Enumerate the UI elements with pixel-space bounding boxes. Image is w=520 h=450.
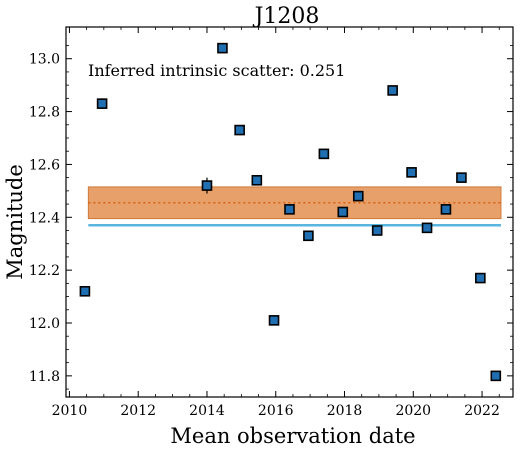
data-point: [421, 222, 433, 234]
x-tick-label: 2012: [120, 403, 156, 419]
y-tick-label: 12.6: [29, 157, 60, 173]
data-point: [352, 190, 364, 202]
x-axis-label: Mean observation date: [170, 424, 415, 448]
plot-frame: [65, 26, 514, 398]
y-axis-label: Magnitude: [3, 164, 27, 280]
x-tick-label: 2018: [327, 403, 363, 419]
data-point: [234, 124, 245, 136]
data-point: [96, 98, 108, 109]
x-tick-label: 2010: [52, 403, 88, 419]
data-point: [251, 174, 263, 186]
data-point: [318, 148, 330, 160]
x-tick-label: 2020: [395, 403, 431, 419]
y-tick-label: 12.0: [29, 316, 60, 332]
data-point: [217, 42, 228, 54]
data-point: [337, 206, 349, 218]
data-point: [475, 272, 486, 284]
plot-area: 2010 2012 2014 2016 2018 2020 2022 11.8 12.0 12.2…: [29, 26, 514, 419]
data-point: [406, 167, 417, 178]
data-point: [490, 370, 502, 382]
y-tick-label: 12.8: [29, 105, 60, 121]
x-tick-label: 2022: [464, 403, 500, 419]
data-point: [201, 180, 213, 191]
data-point: [284, 204, 295, 215]
data-point: [456, 172, 467, 183]
data-point: [268, 315, 280, 326]
chart-title: J1208: [253, 4, 320, 29]
x-tick-label: 2014: [189, 403, 225, 419]
x-tick-label: 2016: [258, 403, 294, 419]
y-tick-label: 13.0: [29, 52, 60, 68]
data-point: [387, 85, 398, 96]
y-tick-label: 12.4: [29, 210, 60, 226]
scatter-annotation: Inferred intrinsic scatter: 0.251: [88, 61, 345, 80]
y-tick-label: 11.8: [29, 369, 60, 385]
data-point: [440, 204, 452, 215]
data-point: [371, 225, 383, 236]
data-point: [79, 285, 91, 297]
y-tick-label: 12.2: [29, 263, 60, 279]
data-point: [303, 230, 314, 242]
